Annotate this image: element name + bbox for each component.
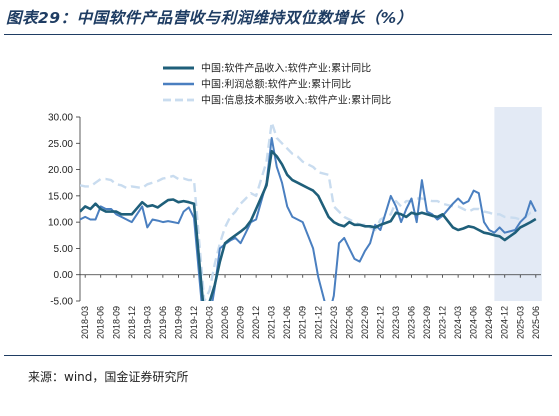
y-tick-label: 0.00 [54,270,74,281]
x-tick-label: 2024-03 [453,306,463,339]
x-tick-label: 2019-09 [173,306,183,339]
x-tick-label: 2023-03 [391,306,401,339]
x-tick-label: 2024-12 [500,306,510,339]
title-divider [4,34,552,35]
x-tick-label: 2018-06 [96,306,106,339]
x-tick-label: 2020-12 [251,306,261,339]
x-tick-label: 2024-09 [484,306,494,339]
x-tick-label: 2022-06 [344,306,354,339]
x-tick-label: 2023-09 [422,306,432,339]
x-tick-label: 2018-03 [80,306,90,339]
highlight-layer [494,107,542,301]
y-tick-label: -5.00 [50,297,73,308]
y-tick-label: 5.00 [54,244,74,255]
y-tick-label: 15.00 [48,191,73,202]
y-tick-label: 30.00 [48,113,73,124]
x-tick-label: 2022-09 [360,306,370,339]
series-line-1 [80,137,537,301]
x-tick-label: 2021-03 [267,306,277,339]
axes: -5.00 0.00 5.00 10.00 15.00 20.00 25.00 30.00 20… [48,113,541,339]
x-tick-label: 2019-03 [142,306,152,339]
x-tick-label: 2025-03 [515,306,525,339]
source-note: 来源：wind，国金证券研究所 [28,370,189,384]
x-tick-label: 2022-12 [375,306,385,339]
x-tick-label: 2021-09 [298,306,308,339]
x-tick-label: 2018-12 [127,306,137,339]
x-tick-label: 2021-06 [282,306,292,339]
x-tick-label: 2020-03 [204,306,214,339]
y-tick-label: 25.00 [48,139,73,150]
x-tick-label: 2020-09 [236,306,246,339]
x-tick-label: 2020-06 [220,306,230,339]
legend: 中国:软件产品收入:软件产业:累计同比中国:利润总额:软件产业:累计同比中国:信… [163,62,391,107]
x-tick-label: 2018-09 [111,306,121,339]
x-tick-label: 2024-06 [469,306,479,339]
x-tick-label: 2019-12 [189,306,199,339]
series-line-0 [80,149,537,301]
y-tick-label: 10.00 [48,218,73,229]
x-tick-label: 2019-06 [158,306,168,339]
x-tick-label: 2023-06 [407,306,417,339]
x-tick-label: 2023-12 [438,306,448,339]
legend-label-1: 中国:利润总额:软件产业:累计同比 [201,78,351,91]
legend-label-0: 中国:软件产品收入:软件产业:累计同比 [201,62,371,75]
series-line-2 [80,121,537,301]
x-tick-label: 2025-06 [531,306,541,339]
x-tick-label: 2021-12 [313,306,323,339]
series-lines [80,121,537,301]
x-tick-label: 2022-03 [329,306,339,339]
footer-divider [4,355,552,356]
highlight-band [494,107,542,301]
legend-label-2: 中国:信息技术服务收入:软件产业:累计同比 [201,94,391,107]
y-tick-label: 20.00 [48,165,73,176]
chart-title: 图表29：中国软件产品营收与利润维持双位数增长（%） [6,9,413,27]
